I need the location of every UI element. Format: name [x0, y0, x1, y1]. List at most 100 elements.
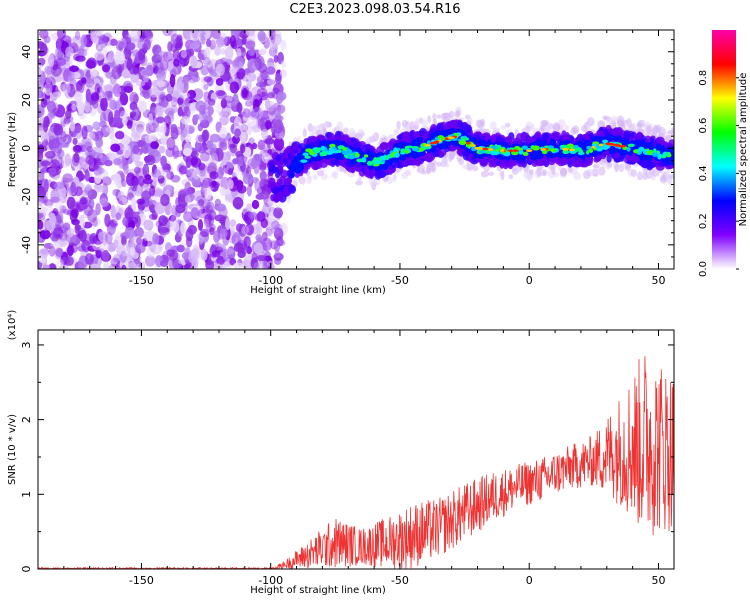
noise-blob — [273, 35, 281, 46]
noise-blob — [110, 143, 121, 153]
noise-blob — [82, 209, 91, 219]
noise-blob — [665, 172, 671, 181]
noise-blob — [220, 176, 230, 190]
noise-blob — [113, 173, 122, 187]
noise-blob — [204, 213, 212, 225]
ridge-halo — [268, 165, 277, 174]
noise-blob — [180, 115, 191, 125]
noise-blob — [170, 175, 181, 183]
noise-blob — [166, 249, 175, 257]
noise-blob — [162, 30, 173, 37]
noise-blob — [50, 188, 61, 203]
noise-blob — [234, 128, 241, 138]
noise-blob — [48, 245, 56, 257]
noise-blob — [215, 36, 225, 48]
noise-blob — [89, 67, 98, 77]
ridge-highlight — [657, 154, 662, 160]
noise-blob — [240, 123, 249, 133]
noise-blob — [42, 264, 50, 269]
noise-blob — [266, 66, 276, 75]
noise-blob — [244, 251, 252, 261]
noise-blob — [333, 170, 339, 180]
noise-blob — [215, 89, 226, 97]
ridge-halo — [437, 150, 447, 157]
noise-blob — [264, 98, 271, 111]
ridge-halo — [309, 135, 317, 142]
noise-blob — [271, 220, 280, 231]
ridge-highlight — [304, 155, 311, 159]
noise-blob — [646, 125, 652, 134]
noise-blob — [55, 258, 64, 268]
noise-blob — [92, 121, 101, 130]
noise-blob — [107, 51, 114, 63]
noise-blob — [188, 252, 196, 263]
noise-blob — [74, 30, 81, 40]
noise-blob — [70, 181, 76, 194]
noise-blob — [418, 166, 423, 174]
noise-blob — [146, 246, 156, 258]
noise-blob — [62, 173, 73, 183]
ridge-highlight — [404, 145, 409, 151]
noise-blob — [523, 171, 530, 180]
noise-blob — [112, 83, 122, 97]
noise-blob — [274, 250, 281, 259]
ridge-core — [642, 154, 648, 160]
noise-blob — [197, 208, 208, 219]
noise-blob — [302, 128, 307, 138]
ridge-highlight — [329, 148, 335, 154]
ridge-halo — [505, 136, 512, 143]
noise-blob — [48, 263, 57, 269]
noise-blob — [208, 98, 216, 106]
noise-blob — [123, 85, 133, 93]
noise-blob — [144, 30, 153, 38]
noise-blob — [95, 203, 101, 216]
ridge-highlight — [394, 152, 400, 158]
noise-blob — [190, 55, 198, 69]
ridge-halo — [576, 157, 583, 168]
ridge-halo — [283, 177, 292, 187]
noise-blob — [316, 170, 324, 177]
ridge-halo — [436, 122, 443, 132]
ridge-highlight — [437, 135, 444, 140]
ridge-core — [289, 172, 295, 177]
noise-blob — [62, 222, 71, 231]
noise-blob — [200, 35, 206, 45]
noise-blob — [246, 203, 252, 213]
noise-blob — [69, 121, 76, 132]
noise-blob — [121, 179, 127, 188]
noise-blob — [105, 231, 113, 245]
noise-blob — [626, 164, 632, 169]
noise-blob — [253, 242, 264, 255]
noise-blob — [176, 34, 183, 44]
noise-blob — [55, 57, 67, 66]
noise-blob — [98, 197, 110, 208]
noise-blob — [170, 104, 178, 114]
ridge-halo — [426, 154, 433, 163]
ridge-peak — [607, 142, 615, 146]
noise-blob — [225, 132, 232, 142]
ridge-core — [444, 143, 449, 149]
noise-blob — [145, 122, 154, 135]
noise-blob — [108, 263, 120, 269]
noise-blob — [216, 166, 224, 180]
noise-blob — [265, 119, 272, 130]
ridge-halo — [623, 131, 632, 139]
noise-blob — [275, 72, 282, 85]
noise-blob — [84, 184, 93, 196]
noise-blob — [626, 118, 632, 128]
noise-blob — [567, 167, 573, 174]
noise-blob — [88, 176, 96, 184]
noise-blob — [225, 58, 233, 65]
noise-blob — [85, 155, 95, 166]
ridge-highlight — [305, 148, 313, 153]
noise-blob — [187, 89, 197, 100]
noise-blob — [183, 100, 190, 113]
noise-blob — [203, 84, 209, 91]
noise-blob — [189, 30, 201, 41]
noise-blob — [204, 190, 212, 200]
ridge-core — [320, 140, 327, 147]
noise-blob — [97, 43, 107, 55]
chart-title: C2E3.2023.098.03.54.R16 — [289, 2, 461, 17]
noise-blob — [233, 166, 240, 177]
noise-blob — [253, 261, 260, 269]
